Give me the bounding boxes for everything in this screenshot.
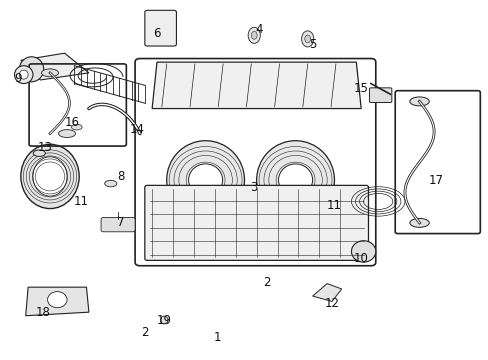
Ellipse shape [256, 141, 334, 219]
FancyBboxPatch shape [144, 10, 176, 46]
Text: 2: 2 [262, 276, 269, 289]
Ellipse shape [304, 35, 310, 43]
Ellipse shape [41, 69, 59, 77]
Text: 6: 6 [153, 27, 161, 40]
Polygon shape [312, 284, 341, 301]
Ellipse shape [409, 97, 428, 106]
Text: 11: 11 [326, 198, 341, 212]
Ellipse shape [278, 164, 312, 196]
Text: 2: 2 [141, 326, 148, 339]
Text: 5: 5 [308, 38, 316, 51]
Ellipse shape [301, 31, 313, 47]
Ellipse shape [20, 57, 43, 82]
Text: 13: 13 [38, 141, 53, 154]
Ellipse shape [71, 124, 82, 130]
Text: 15: 15 [353, 82, 368, 95]
Ellipse shape [247, 27, 260, 43]
Ellipse shape [251, 31, 257, 39]
Polygon shape [26, 287, 89, 316]
Ellipse shape [351, 241, 375, 262]
Text: 19: 19 [157, 314, 171, 327]
Ellipse shape [47, 292, 67, 308]
Ellipse shape [104, 180, 117, 187]
Ellipse shape [33, 150, 45, 157]
Text: 11: 11 [74, 195, 89, 208]
Text: 10: 10 [353, 252, 368, 265]
Text: 12: 12 [324, 297, 339, 310]
Ellipse shape [20, 70, 28, 79]
Text: 3: 3 [250, 181, 257, 194]
Text: 8: 8 [117, 170, 124, 183]
FancyBboxPatch shape [101, 217, 135, 232]
Text: 17: 17 [428, 174, 443, 186]
Ellipse shape [409, 219, 428, 227]
FancyBboxPatch shape [369, 88, 391, 103]
Ellipse shape [188, 164, 222, 196]
Text: 7: 7 [117, 216, 124, 229]
Text: 9: 9 [15, 72, 22, 85]
Ellipse shape [33, 157, 67, 196]
Polygon shape [152, 62, 361, 109]
Ellipse shape [15, 66, 33, 84]
Ellipse shape [160, 316, 167, 324]
Text: 14: 14 [130, 123, 145, 136]
Text: 18: 18 [35, 306, 50, 319]
Polygon shape [21, 53, 89, 80]
Ellipse shape [166, 141, 244, 219]
FancyBboxPatch shape [144, 185, 368, 260]
Text: 1: 1 [214, 331, 221, 344]
Text: 4: 4 [255, 23, 262, 36]
Ellipse shape [59, 130, 75, 138]
Text: 16: 16 [64, 116, 79, 129]
Ellipse shape [21, 144, 79, 208]
